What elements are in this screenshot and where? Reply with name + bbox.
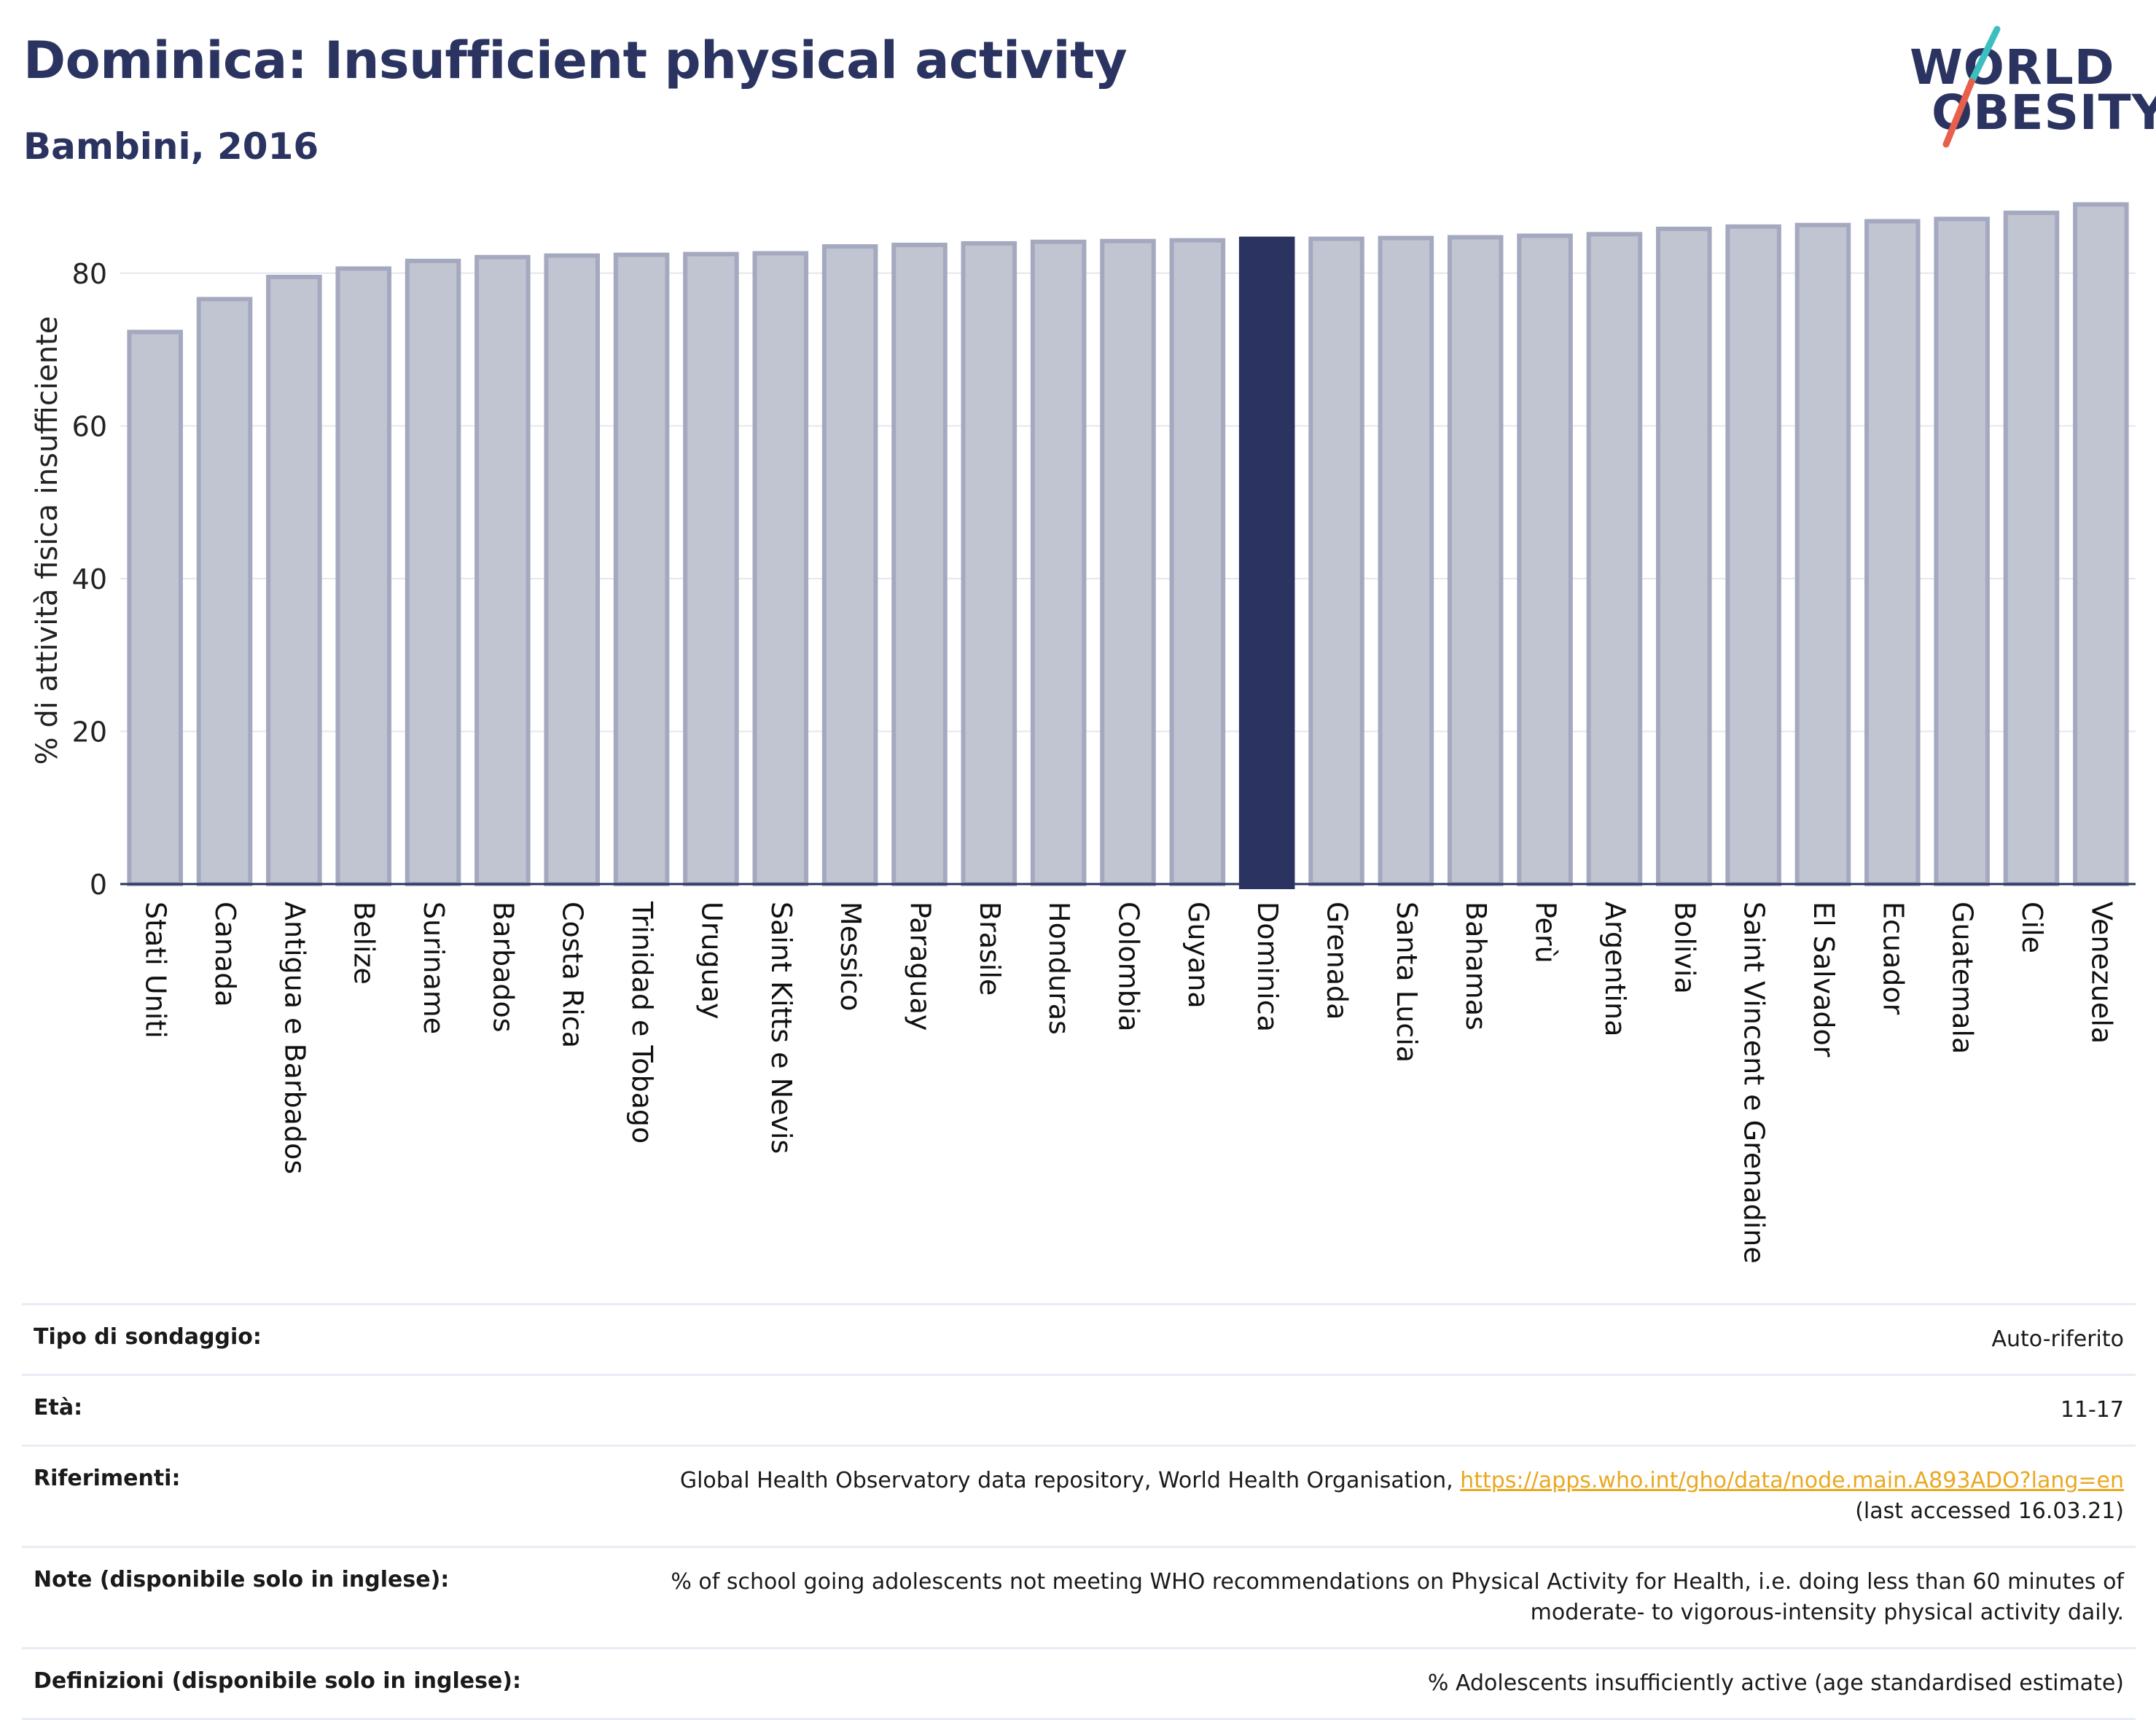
x-tick-label: Costa Rica: [557, 902, 589, 1048]
info-row: Età: 11-17: [22, 1375, 2136, 1446]
x-tick-label: Honduras: [1043, 902, 1075, 1035]
bar-messico: [821, 244, 878, 887]
x-tick-label: Colombia: [1113, 902, 1145, 1032]
bar-cile: [2003, 211, 2060, 886]
x-tick-label: Uruguay: [695, 902, 727, 1020]
bar-honduras: [1030, 239, 1087, 886]
info-value: % Adolescents insufficiently active (age…: [628, 1649, 2136, 1719]
bar-barbados: [474, 254, 531, 887]
info-value-text-2: moderate- to vigorous-intensity physical…: [1530, 1600, 2124, 1625]
x-tick-label: Bahamas: [1460, 902, 1492, 1031]
bar-guatemala: [1934, 216, 1990, 886]
world-obesity-logo: WORLD OBESITY: [1895, 22, 2156, 153]
x-tick-label: Brasile: [974, 902, 1006, 996]
bar-trinidad-e-tobago: [613, 252, 670, 886]
info-label: Note (disponibile solo in inglese):: [34, 1567, 450, 1592]
info-row: Riferimenti: Global Health Observatory da…: [22, 1445, 2136, 1547]
bar-el-salvador: [1794, 222, 1851, 887]
bar-guyana: [1169, 238, 1226, 886]
info-value-text: % of school going adolescents not meetin…: [671, 1569, 2124, 1595]
x-tick-label: Ecuador: [1877, 902, 1909, 1015]
x-tick-label: Barbados: [487, 902, 519, 1033]
bar-per-: [1517, 233, 1573, 887]
x-tick-label: Argentina: [1599, 902, 1631, 1036]
bar-stati-uniti: [127, 329, 183, 886]
info-label: Tipo di sondaggio:: [34, 1324, 262, 1350]
logo-line1: WORLD: [1910, 39, 2115, 95]
x-tick-label: Belize: [348, 902, 380, 985]
info-value-text-2: (last accessed 16.03.21): [1855, 1498, 2124, 1524]
x-tick-label: Dominica: [1251, 902, 1284, 1032]
info-table: Tipo di sondaggio: Auto-riferito Età: 11-17…: [22, 1303, 2136, 1720]
bar-uruguay: [683, 251, 739, 887]
x-tick-label: El Salvador: [1808, 902, 1840, 1058]
x-tick-label: Messico: [835, 902, 867, 1011]
logo-slash-icon: [1942, 26, 2001, 148]
info-label: Definizioni (disponibile solo in inglese…: [34, 1668, 521, 1694]
info-value: Global Health Observatory data repositor…: [628, 1446, 2136, 1547]
info-value-text: Global Health Observatory data repositor…: [679, 1468, 1453, 1493]
bar-santa-lucia: [1378, 235, 1434, 886]
x-tick-label: Venezuela: [2085, 902, 2117, 1044]
bar-venezuela: [2073, 202, 2129, 886]
x-tick-label: Santa Lucia: [1391, 902, 1423, 1063]
y-tick-label: 80: [72, 258, 107, 290]
bar-dominica: [1238, 236, 1295, 889]
info-value: % of school going adolescents not meetin…: [628, 1547, 2136, 1649]
bar-saint-kitts-e-nevis: [752, 251, 809, 886]
bar-canada: [196, 297, 253, 886]
info-row: Tipo di sondaggio: Auto-riferito: [22, 1304, 2136, 1375]
x-tick-label: Bolivia: [1668, 902, 1700, 994]
y-tick-label: 60: [72, 410, 107, 442]
bar-argentina: [1586, 232, 1643, 886]
page-title: Dominica: Insufficient physical activity: [23, 31, 1128, 90]
reference-link[interactable]: https://apps.who.int/gho/data/node.main.…: [1460, 1468, 2124, 1493]
info-label: Riferimenti:: [34, 1466, 181, 1491]
info-value-text: 11-17: [2060, 1397, 2124, 1423]
x-tick-label: Guatemala: [1947, 902, 1979, 1054]
x-tick-label: Antigua e Barbados: [278, 902, 310, 1174]
bar-costa-rica: [544, 253, 601, 886]
bar-colombia: [1100, 238, 1156, 886]
x-tick-label: Perù: [1530, 902, 1562, 963]
info-value-text: Auto-riferito: [1991, 1326, 2124, 1352]
info-row: Definizioni (disponibile solo in inglese…: [22, 1648, 2136, 1719]
x-tick-label: Grenada: [1321, 902, 1354, 1020]
bar-saint-vincent-e-grenadine: [1725, 224, 1781, 886]
bar-grenada: [1308, 236, 1364, 886]
bar-suriname: [405, 259, 461, 887]
bar-bolivia: [1655, 227, 1712, 886]
info-value: 11-17: [628, 1375, 2136, 1446]
y-axis-label: % di attività fisica insufficiente: [31, 316, 64, 765]
bar-antigua-e-barbados: [266, 275, 322, 886]
y-tick-label: 40: [72, 563, 107, 595]
x-tick-label: Trinidad e Tobago: [626, 901, 658, 1144]
x-tick-label: Saint Kitts e Nevis: [765, 902, 797, 1154]
bar-belize: [335, 266, 391, 887]
x-tick-label: Cile: [2016, 902, 2048, 953]
x-tick-label: Stati Uniti: [140, 902, 172, 1039]
bar-brasile: [961, 241, 1018, 887]
bar-ecuador: [1864, 219, 1921, 887]
bar-bahamas: [1447, 235, 1504, 886]
x-tick-label: Guyana: [1182, 902, 1214, 1009]
info-row: Note (disponibile solo in inglese): % of …: [22, 1547, 2136, 1649]
y-tick-label: 0: [90, 869, 107, 901]
page-subtitle: Bambini, 2016: [23, 125, 319, 168]
x-tick-label: Saint Vincent e Grenadine: [1738, 902, 1770, 1264]
info-value: Auto-riferito: [628, 1305, 2136, 1375]
info-label: Età:: [34, 1395, 83, 1420]
bar-paraguay: [891, 243, 948, 886]
bar-chart: 0 20 40 60 80% di attività fisica insufficie…: [31, 202, 2136, 1264]
x-tick-label: Suriname: [418, 902, 450, 1034]
y-tick-label: 20: [72, 716, 107, 748]
x-tick-label: Canada: [209, 902, 241, 1007]
info-value-text: % Adolescents insufficiently active (age…: [1427, 1670, 2124, 1696]
x-tick-label: Paraguay: [904, 902, 936, 1031]
